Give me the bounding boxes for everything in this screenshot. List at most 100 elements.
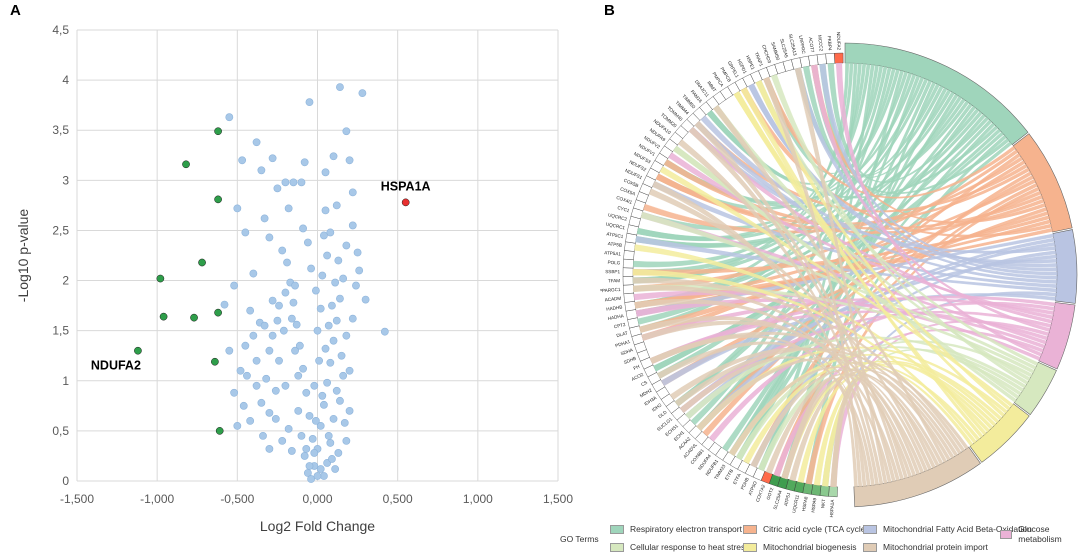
data-point	[268, 154, 277, 163]
data-point	[332, 386, 341, 395]
data-point	[352, 281, 360, 290]
gene-segment	[819, 485, 830, 497]
data-point	[249, 331, 258, 340]
legend-label: Citric acid cycle (TCA cycle)	[763, 524, 869, 534]
chord-ribbon	[634, 111, 983, 309]
gene-label: SDHB	[623, 356, 637, 365]
x-tick-label: 1,500	[543, 492, 573, 506]
gene-label: HSPA9	[810, 497, 817, 513]
data-point	[302, 445, 311, 453]
go-term-segment	[853, 446, 981, 508]
data-point	[259, 431, 267, 440]
data-point	[233, 204, 242, 213]
data-point	[358, 89, 367, 98]
gene-label: HSPE1	[745, 55, 756, 71]
chord-ribbon	[641, 320, 924, 474]
data-point	[345, 156, 354, 165]
chord-ribbon	[713, 105, 1031, 382]
chord-ribbon	[632, 269, 977, 444]
legend-label: Mitochondrial protein import	[883, 542, 988, 552]
gene-label: COX5B	[623, 178, 639, 189]
data-point	[297, 178, 306, 187]
data-point	[316, 421, 325, 430]
data-point	[284, 204, 293, 213]
data-point	[310, 381, 319, 390]
gene-label: FKBP4	[827, 36, 833, 51]
gene-label: NKT	[820, 499, 826, 509]
data-point	[215, 427, 224, 435]
chord-ribbon	[634, 179, 1036, 309]
chord-ribbon	[819, 63, 1058, 272]
data-point	[326, 228, 335, 237]
data-point	[321, 168, 330, 177]
data-point	[230, 281, 239, 290]
data-point	[295, 341, 304, 350]
point-annotation: NDUFA2	[91, 359, 141, 373]
data-point	[334, 449, 343, 457]
gene-label: DLD	[657, 409, 668, 419]
y-axis-label: -Log10 p-value	[15, 209, 31, 303]
data-point	[190, 313, 198, 322]
data-point	[273, 316, 282, 325]
gene-label: ACOT7	[808, 37, 815, 53]
data-point	[340, 418, 349, 427]
chord-ribbon	[635, 236, 1057, 293]
data-point	[182, 160, 190, 169]
gene-label: HSPA1A	[829, 499, 835, 518]
gene-label: CHCHD3	[761, 44, 772, 64]
gene-label: SLC25A4	[772, 489, 783, 510]
gene-label: ATP5A1	[604, 250, 622, 257]
y-tick-label: 4	[62, 73, 69, 87]
data-point	[334, 256, 343, 265]
go-terms-legend: GO Terms Respiratory electron transport C…	[560, 520, 1084, 558]
data-point	[279, 326, 288, 335]
data-point	[287, 314, 296, 323]
legend-item: Mitochondrial Fatty Acid Beta-Oxidation	[863, 524, 1032, 534]
data-point	[225, 113, 234, 122]
legend-swatch	[610, 542, 624, 552]
gene-label: MCCC2	[817, 35, 824, 52]
data-point	[260, 321, 269, 330]
gene-label: TFAM	[608, 278, 621, 283]
gene-label: UQCRC1	[605, 222, 625, 231]
data-point	[252, 381, 261, 390]
gene-label: COX5A	[620, 186, 637, 197]
chord-ribbon	[696, 346, 1008, 431]
chord-ribbon	[688, 126, 896, 482]
data-point	[268, 331, 277, 340]
gene-label: ATP5C1	[606, 231, 624, 239]
legend-swatch	[743, 542, 757, 552]
point-annotation: HSPA1A	[381, 179, 431, 193]
data-point	[324, 431, 333, 440]
gene-label: SLC25A13	[788, 33, 798, 56]
gene-label: CYC1	[617, 205, 631, 213]
y-tick-label: 2	[62, 274, 69, 288]
chord-ribbon	[652, 181, 879, 485]
chord-ribbon	[811, 64, 1051, 332]
data-point	[342, 241, 351, 250]
gene-segment	[624, 301, 637, 312]
data-point	[311, 286, 320, 295]
data-point	[305, 411, 314, 420]
legend-label: Respiratory electron transport	[630, 524, 742, 534]
data-point	[331, 465, 340, 473]
data-point	[316, 304, 325, 313]
data-point	[243, 371, 251, 380]
data-point	[331, 278, 340, 287]
data-point	[323, 251, 332, 260]
data-point	[265, 233, 274, 242]
gene-segment	[808, 54, 819, 67]
chord-ribbon	[641, 297, 1055, 341]
x-tick-label: 0,000	[302, 492, 332, 506]
gene-segment	[825, 53, 836, 65]
legend-swatch	[610, 524, 624, 534]
data-point	[315, 356, 324, 365]
data-point	[329, 336, 338, 345]
data-point	[401, 198, 410, 207]
data-point	[292, 320, 301, 329]
data-point	[311, 416, 320, 425]
legend-item: Cellular response to heat stress	[610, 542, 750, 552]
data-point	[257, 166, 266, 175]
gene-label: SSBP1	[605, 269, 620, 274]
data-point	[310, 449, 319, 457]
